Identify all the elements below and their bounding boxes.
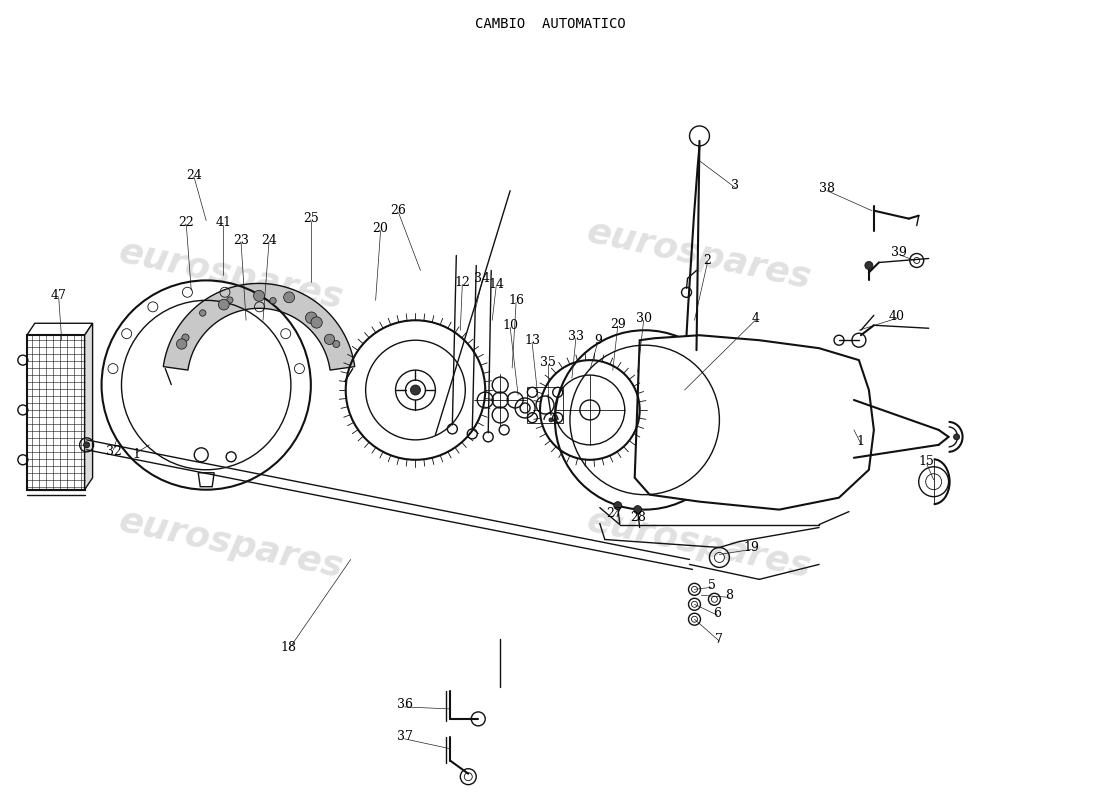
- Circle shape: [410, 385, 420, 395]
- Text: 28: 28: [630, 511, 646, 524]
- Text: 32: 32: [106, 446, 121, 458]
- Text: 2: 2: [704, 254, 712, 267]
- Text: 25: 25: [302, 212, 319, 225]
- Circle shape: [312, 319, 319, 327]
- Circle shape: [218, 298, 228, 308]
- Circle shape: [180, 341, 190, 350]
- Text: 8: 8: [725, 589, 734, 602]
- Text: eurospares: eurospares: [116, 235, 346, 316]
- Text: 41: 41: [216, 216, 231, 229]
- Circle shape: [865, 262, 873, 270]
- Circle shape: [270, 295, 277, 303]
- Text: 40: 40: [889, 310, 905, 322]
- Text: CAMBIO  AUTOMATICO: CAMBIO AUTOMATICO: [474, 18, 626, 31]
- Circle shape: [84, 442, 89, 448]
- Polygon shape: [198, 473, 214, 486]
- Circle shape: [549, 418, 553, 422]
- Text: 14: 14: [488, 278, 504, 291]
- Text: 3: 3: [732, 179, 739, 192]
- Text: 33: 33: [568, 330, 584, 342]
- Text: 1: 1: [132, 448, 141, 462]
- Text: 30: 30: [636, 312, 651, 325]
- Text: 4: 4: [751, 312, 759, 325]
- Text: 12: 12: [454, 276, 470, 289]
- Text: 6: 6: [714, 606, 722, 620]
- Text: 10: 10: [502, 318, 518, 332]
- Text: 7: 7: [715, 633, 724, 646]
- Text: 24: 24: [186, 170, 202, 182]
- Polygon shape: [26, 323, 92, 335]
- Text: 36: 36: [396, 698, 412, 711]
- Text: 16: 16: [508, 294, 524, 307]
- Circle shape: [634, 506, 641, 514]
- Text: 37: 37: [397, 730, 412, 743]
- Polygon shape: [85, 323, 92, 490]
- Text: 23: 23: [233, 234, 249, 247]
- Polygon shape: [527, 387, 563, 423]
- Text: 1: 1: [857, 435, 865, 448]
- Circle shape: [328, 332, 338, 342]
- Text: 5: 5: [707, 579, 715, 592]
- Text: 18: 18: [280, 641, 297, 654]
- Text: 38: 38: [820, 182, 835, 195]
- Circle shape: [280, 296, 294, 309]
- Circle shape: [306, 313, 316, 324]
- Text: 39: 39: [891, 246, 906, 259]
- Circle shape: [614, 502, 622, 510]
- Text: 13: 13: [524, 334, 540, 346]
- Text: eurospares: eurospares: [116, 504, 346, 585]
- Text: 9: 9: [594, 334, 602, 346]
- Text: 34: 34: [474, 272, 491, 285]
- Text: 26: 26: [390, 204, 407, 217]
- Circle shape: [227, 298, 235, 306]
- Text: 20: 20: [373, 222, 388, 235]
- Circle shape: [327, 341, 337, 351]
- Circle shape: [954, 434, 959, 440]
- Text: 24: 24: [261, 234, 277, 247]
- Polygon shape: [635, 335, 873, 510]
- Text: 29: 29: [609, 318, 626, 330]
- Text: 15: 15: [918, 455, 935, 468]
- Circle shape: [255, 291, 263, 298]
- Text: 47: 47: [51, 289, 67, 302]
- Polygon shape: [26, 335, 85, 490]
- Text: 35: 35: [540, 356, 556, 369]
- Text: 19: 19: [744, 541, 759, 554]
- Polygon shape: [163, 283, 354, 370]
- Text: 27: 27: [606, 507, 621, 520]
- Text: eurospares: eurospares: [584, 504, 815, 585]
- Circle shape: [183, 334, 192, 344]
- Text: eurospares: eurospares: [584, 215, 815, 296]
- Text: 22: 22: [178, 216, 194, 229]
- Circle shape: [199, 310, 211, 322]
